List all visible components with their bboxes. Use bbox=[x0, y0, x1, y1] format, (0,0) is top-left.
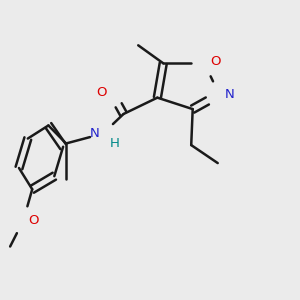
Text: O: O bbox=[210, 55, 220, 68]
Text: H: H bbox=[110, 137, 119, 150]
Text: O: O bbox=[96, 86, 106, 99]
Text: O: O bbox=[29, 214, 39, 227]
Text: N: N bbox=[90, 127, 99, 140]
Text: N: N bbox=[224, 88, 234, 101]
